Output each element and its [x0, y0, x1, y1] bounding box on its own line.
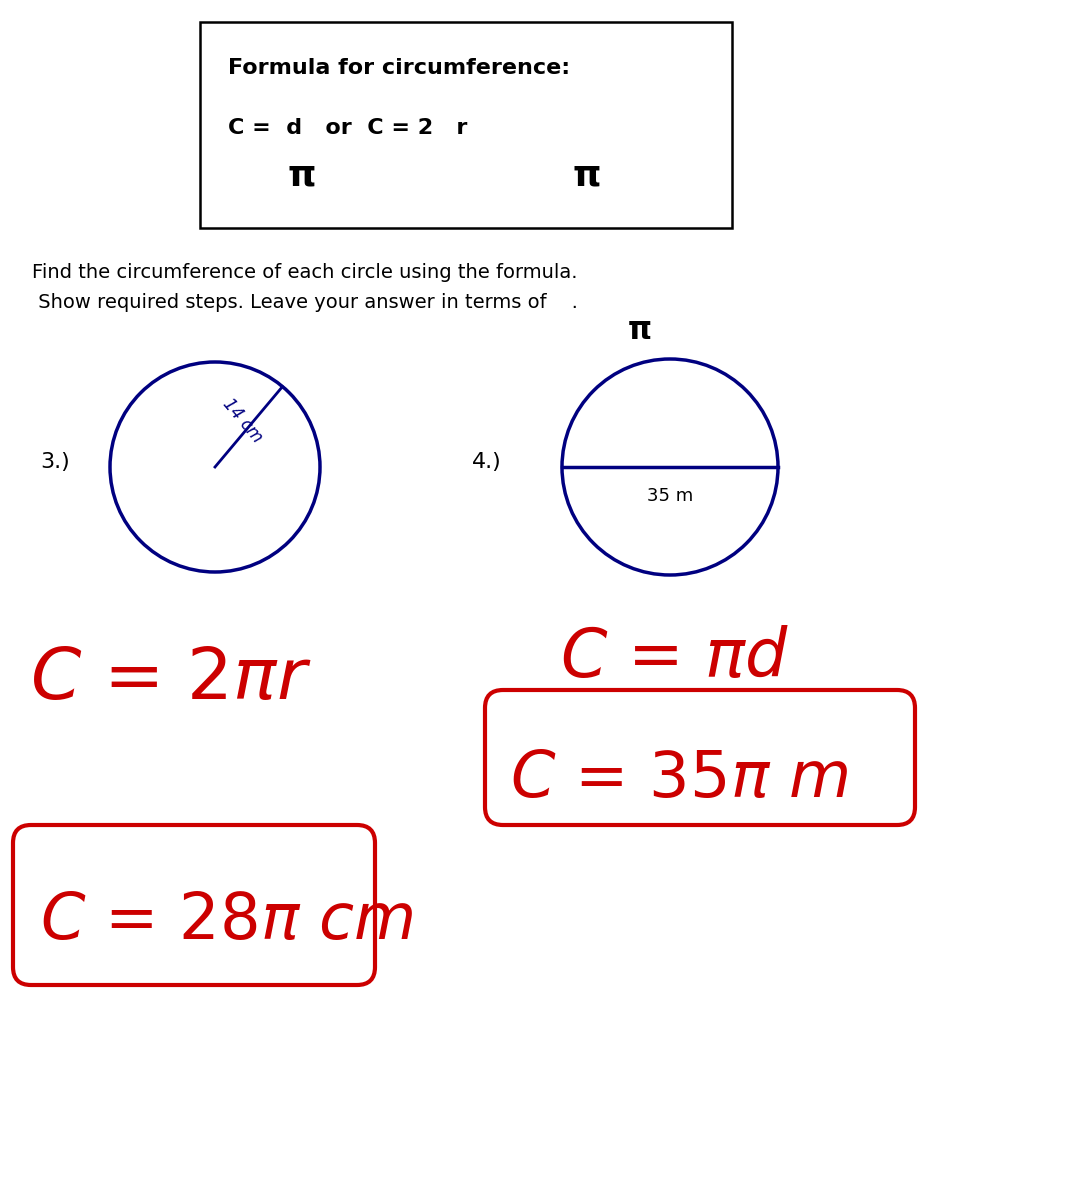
Text: $\mathit{C}$ = $\mathit{35\pi}$ m: $\mathit{C}$ = $\mathit{35\pi}$ m	[510, 748, 849, 810]
Text: π: π	[288, 158, 317, 191]
Text: 35 m: 35 m	[647, 487, 693, 505]
Bar	[200, 23, 732, 228]
Text: π: π	[628, 316, 652, 345]
Text: 14 cm: 14 cm	[219, 395, 265, 446]
Text: Formula for circumference:: Formula for circumference:	[228, 58, 570, 78]
Text: Find the circumference of each circle using the formula.: Find the circumference of each circle us…	[32, 263, 578, 282]
Text: $\mathit{C}$ = $\mathit{28\pi}$ cm: $\mathit{C}$ = $\mathit{28\pi}$ cm	[41, 891, 414, 952]
Text: Show required steps. Leave your answer in terms of    .: Show required steps. Leave your answer i…	[32, 292, 578, 312]
Text: 3.): 3.)	[41, 452, 69, 472]
Text: 4.): 4.)	[472, 452, 502, 472]
FancyBboxPatch shape	[13, 825, 375, 984]
Text: π: π	[572, 158, 601, 191]
Text: C =  d   or  C = 2   r: C = d or C = 2 r	[228, 118, 467, 138]
FancyBboxPatch shape	[485, 690, 915, 825]
Text: $\mathit{C}$ = $\mathit{2\pi r}$: $\mathit{C}$ = $\mathit{2\pi r}$	[30, 644, 312, 715]
Text: $\mathit{C}$ = $\mathit{\pi d}$: $\mathit{C}$ = $\mathit{\pi d}$	[560, 625, 790, 691]
